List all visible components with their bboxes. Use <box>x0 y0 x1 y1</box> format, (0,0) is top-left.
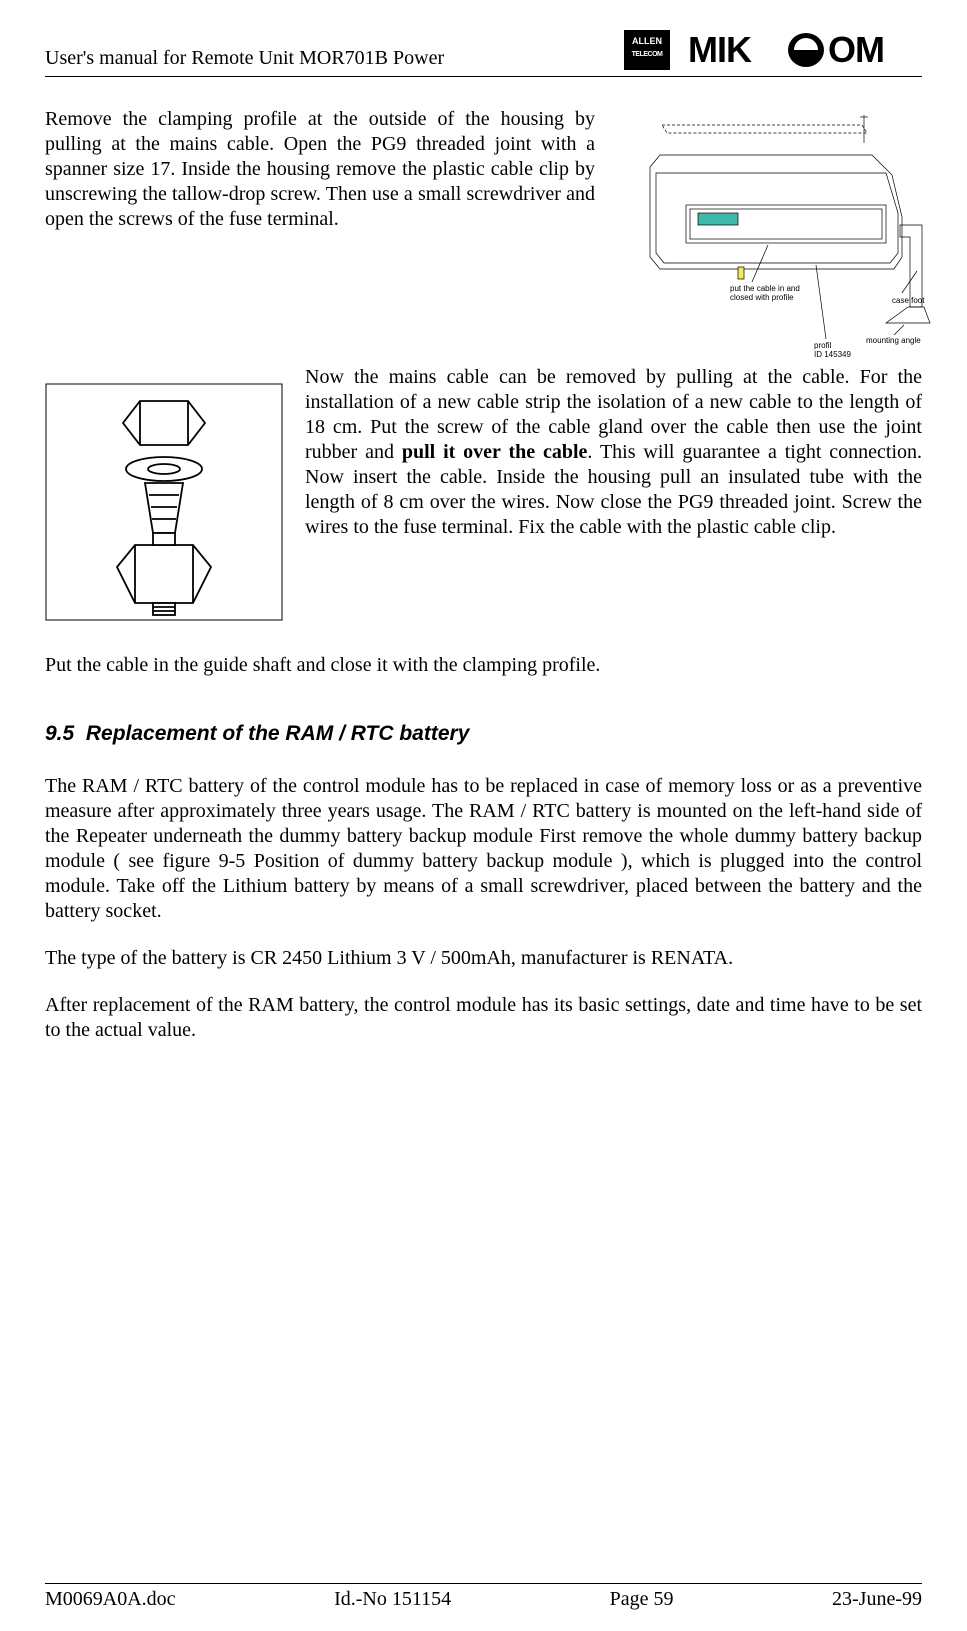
page-footer: M0069A0A.doc Id.-No 151154 Page 59 23-Ju… <box>45 1588 922 1611</box>
svg-text:put the cable in and: put the cable in and <box>730 284 800 293</box>
footer-date: 23-June-99 <box>832 1588 922 1611</box>
section-cable-install: Now the mains cable can be removed by pu… <box>45 365 922 635</box>
mikom-logo-icon: MIK OM <box>688 32 922 68</box>
section-heading-9-5: 9.5 Replacement of the RAM / RTC battery <box>45 722 922 746</box>
svg-text:mounting angle: mounting angle <box>866 336 921 345</box>
header-logos: ALLEN TELECOM ™ MIK OM <box>624 30 922 70</box>
svg-text:OM: OM <box>828 32 884 68</box>
housing-diagram-icon: put the cable in and closed with profile… <box>642 107 932 367</box>
svg-text:profil: profil <box>814 341 832 350</box>
section-number: 9.5 <box>45 722 74 745</box>
footer-doc: M0069A0A.doc <box>45 1588 176 1611</box>
paragraph-4: The RAM / RTC battery of the control mod… <box>45 774 922 924</box>
footer-page: Page 59 <box>610 1588 674 1611</box>
svg-text:TELECOM: TELECOM <box>632 51 663 58</box>
svg-text:ID 145349: ID 145349 <box>814 350 851 359</box>
paragraph-3: Put the cable in the guide shaft and clo… <box>45 653 922 678</box>
allen-telecom-logo-icon: ALLEN TELECOM ™ <box>624 30 670 70</box>
paragraph-6: After replacement of the RAM battery, th… <box>45 993 922 1043</box>
footer-id: Id.-No 151154 <box>334 1588 451 1611</box>
cable-gland-diagram-icon <box>45 383 283 621</box>
svg-text:closed with profile: closed with profile <box>730 293 794 302</box>
svg-text:™: ™ <box>666 63 670 70</box>
svg-text:case foot: case foot <box>892 296 925 305</box>
page-header: User's manual for Remote Unit MOR701B Po… <box>45 30 922 70</box>
paragraph-5: The type of the battery is CR 2450 Lithi… <box>45 946 922 971</box>
svg-text:MIK: MIK <box>688 32 752 68</box>
paragraph-2: Now the mains cable can be removed by pu… <box>305 365 922 540</box>
footer-rule <box>45 1583 922 1584</box>
svg-text:ALLEN: ALLEN <box>632 36 662 46</box>
paragraph-2-bold: pull it over the cable <box>402 441 588 463</box>
section-cable-removal: Remove the clamping profile at the outsi… <box>45 107 922 357</box>
paragraph-1: Remove the clamping profile at the outsi… <box>45 107 595 232</box>
header-title: User's manual for Remote Unit MOR701B Po… <box>45 47 444 70</box>
footer-block: M0069A0A.doc Id.-No 151154 Page 59 23-Ju… <box>45 1583 922 1611</box>
header-rule <box>45 76 922 77</box>
section-title: Replacement of the RAM / RTC battery <box>86 722 470 745</box>
